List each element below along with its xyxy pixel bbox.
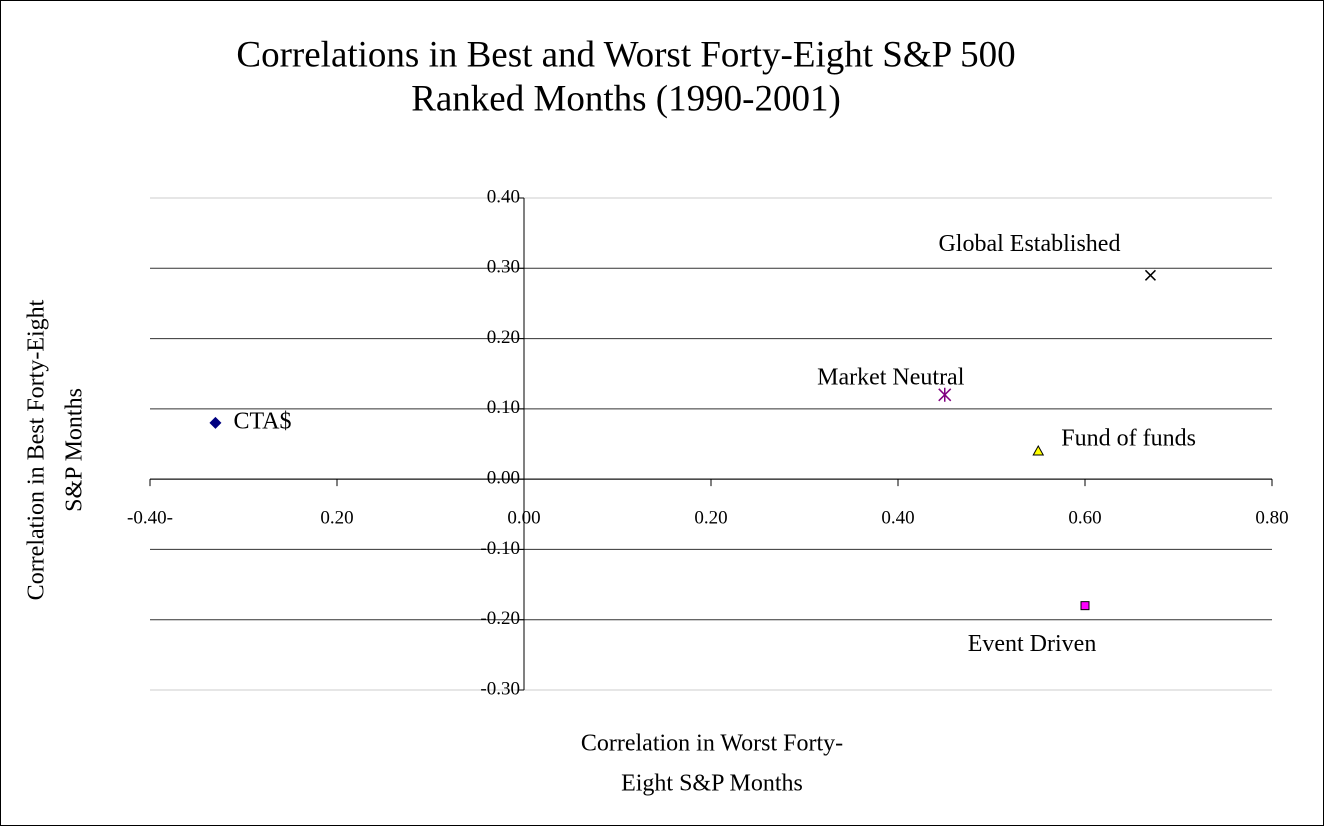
point-label: Event Driven — [968, 631, 1097, 657]
y-tick-label: -0.20 — [480, 608, 520, 629]
y-tick-label: 0.40 — [487, 186, 520, 207]
x-axis-label: Correlation in Worst Forty- — [581, 731, 843, 757]
point-label: Fund of funds — [1061, 426, 1196, 452]
series: Market Neutral — [817, 364, 965, 402]
x-tick-label: 0.20 — [694, 508, 727, 529]
y-axis-label: S&P Months — [62, 388, 88, 512]
y-tick-label: -0.30 — [480, 678, 520, 699]
point — [1080, 601, 1090, 611]
point — [209, 416, 222, 429]
x-tick-label: 0.80 — [1255, 508, 1288, 529]
chart-title: Correlations in Best and Worst Forty-Eig… — [236, 34, 1015, 75]
x-tick-label: 0.20 — [320, 508, 353, 529]
y-axis-label: Correlation in Best Forty-Eight — [24, 299, 50, 600]
point — [938, 387, 952, 402]
chart-title: Ranked Months (1990-2001) — [411, 78, 841, 119]
point — [1144, 269, 1156, 281]
y-tick-label: 0.00 — [487, 468, 520, 489]
x-tick-label: 0.60 — [1068, 508, 1101, 529]
series: Event Driven — [968, 601, 1097, 657]
series: Global Established — [938, 231, 1156, 281]
y-tick-label: -0.10 — [480, 538, 520, 559]
y-tick-label: 0.30 — [487, 257, 520, 278]
y-tick-label: 0.10 — [487, 397, 520, 418]
series: Fund of funds — [1032, 426, 1196, 456]
point-label: CTA$ — [233, 408, 291, 434]
point — [1032, 444, 1045, 456]
y-tick-label: 0.20 — [487, 327, 520, 348]
x-tick-label: 0.00 — [507, 508, 540, 529]
x-tick-label: -0.40- — [127, 508, 173, 529]
x-axis-label: Eight S&P Months — [621, 771, 803, 797]
x-tick-label: 0.40 — [881, 508, 914, 529]
point-label: Global Established — [938, 231, 1120, 257]
point-label: Market Neutral — [817, 364, 965, 390]
series: CTA$ — [209, 408, 292, 434]
